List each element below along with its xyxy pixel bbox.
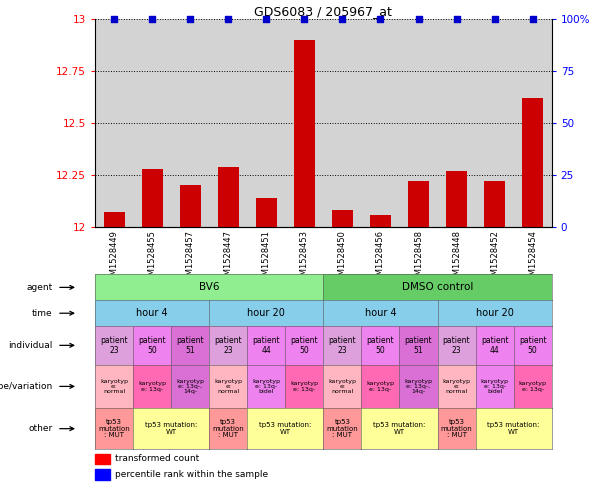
Text: karyotyp
e:
normal: karyotyp e: normal [443,379,471,394]
Text: other: other [28,424,52,433]
Bar [95,469,110,480]
Point [376,15,386,23]
Bar [256,198,276,227]
Text: patient
44: patient 44 [481,336,508,355]
Text: patient
50: patient 50 [367,336,394,355]
Text: karyotyp
e: 13q-: karyotyp e: 13q- [519,381,547,392]
Title: GDS6083 / 205967_at: GDS6083 / 205967_at [254,5,392,18]
Text: genotype/variation: genotype/variation [0,382,52,391]
Bar [180,185,200,227]
Text: tp53
mutation
: MUT: tp53 mutation : MUT [98,419,130,438]
Point [528,15,538,23]
Bar [104,213,124,227]
Text: karyotyp
e:
normal: karyotyp e: normal [329,379,356,394]
Point [185,15,195,23]
Point [490,15,500,23]
Text: tp53
mutation
: MUT: tp53 mutation : MUT [327,419,358,438]
Text: tp53 mutation:
WT: tp53 mutation: WT [145,423,197,435]
Text: karyotyp
e: 13q-
bidel: karyotyp e: 13q- bidel [253,379,280,394]
Text: percentile rank within the sample: percentile rank within the sample [115,470,268,480]
Text: hour 4: hour 4 [136,308,168,318]
Point [452,15,462,23]
Text: tp53 mutation:
WT: tp53 mutation: WT [259,423,311,435]
Text: DMSO control: DMSO control [402,283,473,292]
Text: patient
23: patient 23 [215,336,242,355]
Text: karyotyp
e: 13q-: karyotyp e: 13q- [367,381,394,392]
Point [223,15,233,23]
Text: patient
23: patient 23 [329,336,356,355]
Bar [294,40,315,227]
Bar [446,171,467,227]
Point [109,15,119,23]
Text: karyotyp
e: 13q-: karyotyp e: 13q- [138,381,166,392]
Text: patient
23: patient 23 [443,336,470,355]
Point [261,15,271,23]
Text: patient
50: patient 50 [519,336,546,355]
Bar [484,181,505,227]
Bar [370,214,391,227]
Text: patient
51: patient 51 [405,336,432,355]
Text: karyotyp
e: 13q-,
14q-: karyotyp e: 13q-, 14q- [405,379,433,394]
Text: patient
50: patient 50 [291,336,318,355]
Text: individual: individual [8,341,52,350]
Bar [142,169,162,227]
Text: karyotyp
e: 13q-
bidel: karyotyp e: 13q- bidel [481,379,509,394]
Text: tp53 mutation:
WT: tp53 mutation: WT [373,423,425,435]
Bar [218,167,238,227]
Text: tp53
mutation
: MUT: tp53 mutation : MUT [212,419,244,438]
Text: patient
44: patient 44 [253,336,280,355]
Text: karyotyp
e: 13q-: karyotyp e: 13q- [291,381,318,392]
Text: karyotyp
e:
normal: karyotyp e: normal [100,379,128,394]
Text: time: time [32,309,52,318]
Bar [522,98,543,227]
Text: tp53
mutation
: MUT: tp53 mutation : MUT [441,419,473,438]
Point [147,15,157,23]
Point [338,15,348,23]
Text: karyotyp
e: 13q-,
14q-: karyotyp e: 13q-, 14q- [176,379,204,394]
Point [299,15,309,23]
Bar [95,454,110,465]
Text: transformed count: transformed count [115,454,199,463]
Point [414,15,424,23]
Text: patient
23: patient 23 [101,336,128,355]
Text: karyotyp
e:
normal: karyotyp e: normal [214,379,242,394]
Text: patient
51: patient 51 [177,336,204,355]
Text: BV6: BV6 [199,283,219,292]
Text: tp53 mutation:
WT: tp53 mutation: WT [487,423,540,435]
Text: hour 4: hour 4 [365,308,396,318]
Bar [408,181,429,227]
Text: agent: agent [26,283,52,292]
Bar [332,211,353,227]
Text: hour 20: hour 20 [247,308,285,318]
Text: hour 20: hour 20 [476,308,514,318]
Text: patient
50: patient 50 [139,336,166,355]
